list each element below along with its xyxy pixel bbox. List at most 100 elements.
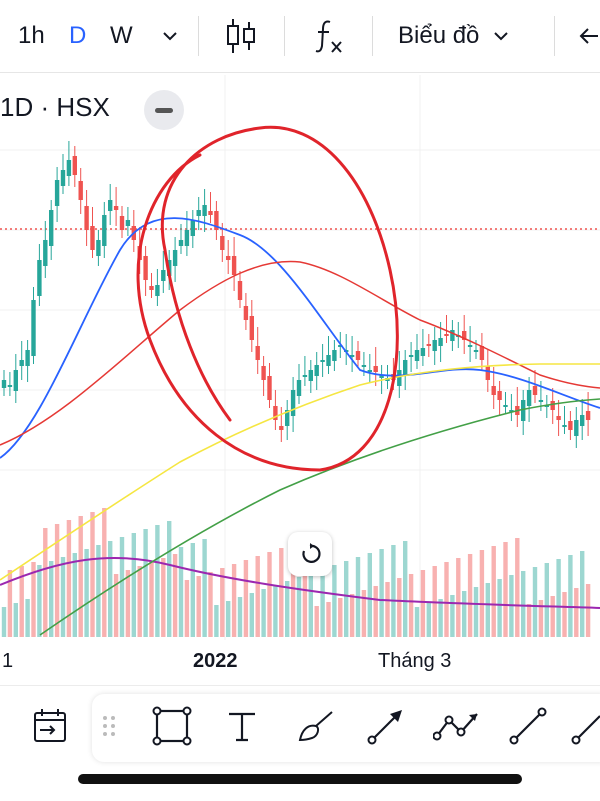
candle-body [49, 210, 54, 246]
volume-bar [196, 576, 201, 637]
volume-bar [285, 581, 290, 637]
volume-bar [54, 524, 60, 637]
candle-body [54, 180, 60, 206]
volume-bar [43, 528, 48, 637]
path-tool[interactable] [430, 698, 486, 754]
top-toolbar: 1h D W Biểu đồ [0, 0, 600, 73]
volume-bar [414, 607, 420, 637]
chart-area[interactable] [0, 72, 600, 677]
indicators-button[interactable] [312, 0, 346, 72]
volume-bar [7, 570, 13, 637]
volume-bar [49, 561, 54, 637]
volume-bar [1, 607, 7, 637]
volume-bar [420, 570, 426, 637]
drawing-tools-panel [92, 694, 600, 762]
candle-body [108, 200, 113, 211]
candle-body [550, 401, 555, 410]
volume-bar [72, 553, 77, 637]
volume-bar [84, 549, 89, 637]
candle-body [220, 236, 225, 250]
candle-body [172, 250, 178, 266]
brush-tool[interactable] [288, 698, 344, 754]
volume-bar [344, 561, 349, 637]
candle-body [184, 230, 190, 246]
date-range-button[interactable] [22, 698, 78, 754]
candle-body [574, 420, 579, 436]
volume-bar [96, 545, 101, 637]
candle-body [355, 351, 361, 360]
volume-bar [267, 552, 272, 637]
ray-icon [571, 715, 600, 745]
price-chart[interactable] [0, 72, 600, 677]
chart-type-dropdown[interactable]: Biểu đồ [398, 0, 513, 72]
drag-handle-icon [103, 716, 115, 736]
candle-body [556, 416, 561, 420]
candle-body [119, 216, 125, 230]
candlestick-button[interactable] [224, 0, 258, 72]
candle-body [432, 340, 437, 351]
candle-body [243, 306, 249, 320]
reset-chart-button[interactable] [288, 532, 332, 576]
candle-body [526, 390, 532, 406]
volume-bar [66, 520, 72, 637]
volume-bar [290, 544, 296, 637]
candle-body [302, 375, 308, 377]
volume-bar [155, 525, 160, 637]
ma-yellow-line [0, 363, 600, 581]
volume-bar [491, 546, 496, 637]
volume-bar [320, 569, 325, 637]
volume-bar [31, 562, 36, 637]
candle-body [485, 366, 490, 380]
candle-body [538, 400, 544, 402]
candle-body [237, 281, 243, 300]
volume-bar [308, 573, 313, 637]
collapse-legend-button[interactable] [144, 90, 184, 130]
interval-dropdown[interactable] [160, 0, 180, 72]
volume-bar [456, 558, 461, 637]
volume-bar [231, 564, 237, 637]
volume-bar [497, 579, 502, 637]
candle-body [13, 370, 18, 391]
candle-body [420, 348, 426, 356]
rectangle-tool[interactable] [144, 698, 200, 754]
volume-bar [532, 567, 538, 637]
candle-body [60, 170, 66, 186]
volume-bar [367, 553, 372, 637]
candle-body [367, 370, 372, 372]
candle-body [43, 240, 48, 266]
candle-body [102, 215, 107, 246]
candle-body [84, 206, 89, 230]
interval-1h[interactable]: 1h [18, 0, 45, 72]
candle-body [332, 350, 337, 361]
home-indicator [78, 774, 522, 784]
volume-bar [125, 570, 131, 637]
candle-body [532, 386, 538, 395]
volume-bar [220, 568, 225, 637]
ray-tool[interactable] [566, 698, 600, 754]
text-tool[interactable] [214, 698, 270, 754]
volume-bar [78, 516, 83, 637]
drag-handle[interactable] [94, 698, 124, 754]
candle-body [497, 391, 502, 400]
interval-w[interactable]: W [110, 0, 133, 72]
volume-bar [526, 604, 532, 637]
volume-bar [37, 565, 42, 637]
candle-body [226, 256, 231, 260]
text-icon [229, 712, 255, 742]
trend-line-tool[interactable] [500, 698, 556, 754]
volume-bar [190, 543, 195, 637]
arrow-tool[interactable] [358, 698, 414, 754]
volume-bar [255, 556, 260, 637]
annotation-circle [136, 125, 399, 472]
volume-bar [137, 566, 142, 637]
volume-bar [332, 565, 337, 637]
interval-d[interactable]: D [69, 0, 86, 72]
undo-button[interactable] [578, 0, 600, 72]
volume-bar [202, 539, 207, 637]
volume-bar [379, 549, 384, 637]
volume-bar [485, 583, 490, 637]
volume-bar [574, 588, 579, 637]
candle-body [249, 316, 254, 340]
volume-bar [373, 586, 378, 637]
volume-bar [580, 551, 585, 637]
